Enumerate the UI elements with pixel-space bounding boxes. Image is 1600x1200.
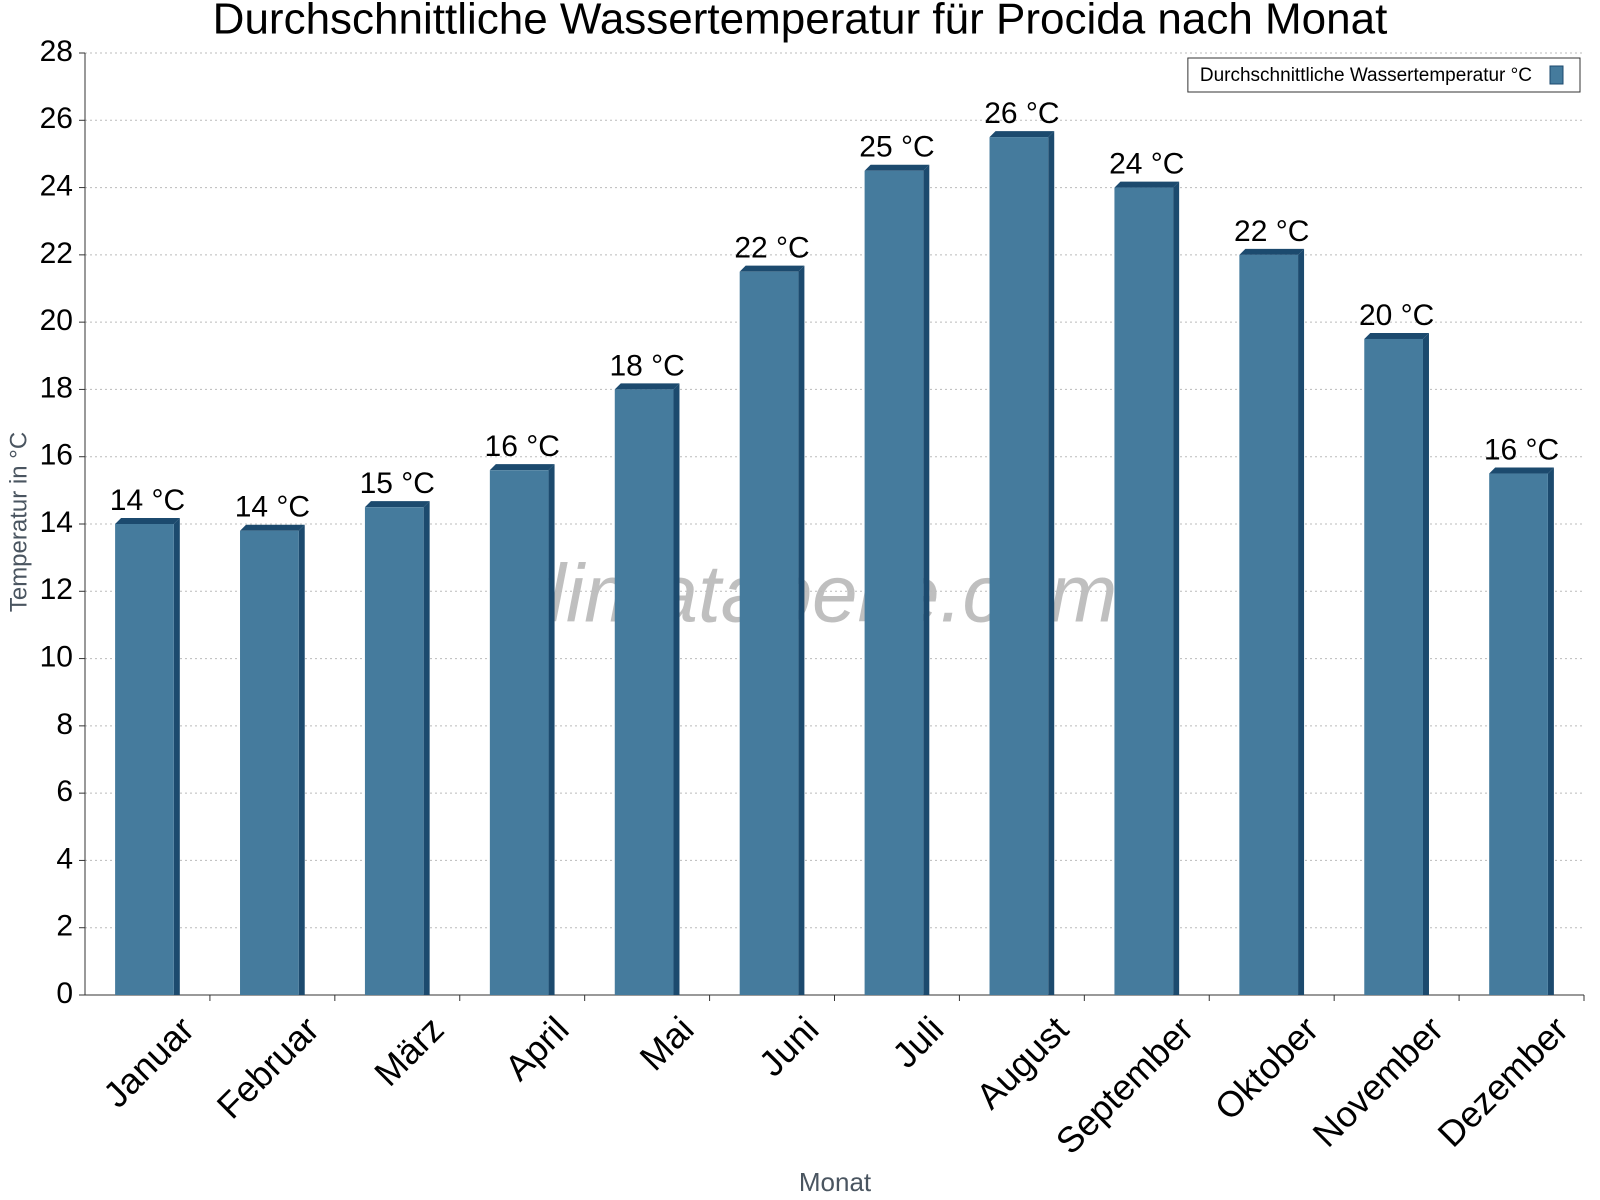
chart-title: Durchschnittliche Wassertemperatur für P…	[213, 0, 1388, 44]
bar-side	[298, 524, 305, 995]
bar-side	[548, 464, 555, 996]
bar-side	[1422, 332, 1429, 995]
bar-side	[798, 265, 805, 995]
bar-group	[614, 383, 680, 995]
bar-group	[1114, 181, 1180, 996]
y-tick-label: 6	[56, 775, 73, 808]
bar-top	[1364, 332, 1429, 339]
bar-side	[1048, 131, 1055, 995]
y-tick-label: 16	[40, 439, 73, 472]
bar	[364, 507, 424, 995]
legend: Durchschnittliche Wassertemperatur °C	[1187, 57, 1581, 93]
bar-group	[1364, 332, 1429, 995]
bar-top	[864, 164, 930, 171]
value-label: 14 °C	[235, 491, 310, 524]
bar-group	[364, 501, 430, 995]
bar-group	[989, 131, 1055, 995]
y-tick-label: 28	[40, 35, 73, 68]
y-tick-label: 26	[40, 102, 73, 135]
bar	[1114, 187, 1174, 996]
bar	[1364, 338, 1423, 995]
bar-side	[1173, 181, 1180, 996]
value-label: 18 °C	[609, 349, 684, 382]
value-label: 20 °C	[1359, 299, 1434, 332]
y-tick-label: 20	[40, 304, 73, 337]
x-axis-label: Monat	[799, 1167, 872, 1197]
y-tick-label: 18	[40, 371, 73, 404]
bar-side	[1547, 467, 1554, 995]
bar	[1489, 473, 1548, 995]
y-tick-label: 4	[56, 842, 73, 875]
bar	[115, 524, 174, 995]
bar-top	[489, 464, 555, 471]
y-tick-label: 10	[40, 640, 73, 673]
bar-group	[115, 518, 180, 995]
bar-side	[1298, 248, 1305, 995]
value-label: 14 °C	[110, 484, 185, 517]
value-label: 16 °C	[485, 430, 560, 463]
y-tick-label: 14	[40, 506, 73, 539]
bar-top	[989, 131, 1055, 138]
bar	[240, 530, 299, 995]
y-axis-label: Temperatur in °C	[5, 432, 32, 612]
value-label: 22 °C	[734, 232, 809, 265]
bar-side	[923, 164, 930, 995]
bar-side	[173, 518, 180, 995]
bar-group	[739, 265, 805, 995]
value-label: 26 °C	[984, 97, 1059, 130]
bar-group	[1489, 467, 1554, 995]
value-label: 22 °C	[1234, 215, 1309, 248]
legend-label: Durchschnittliche Wassertemperatur °C	[1200, 65, 1532, 86]
bar	[864, 170, 924, 995]
value-label: 16 °C	[1484, 433, 1559, 466]
y-tick-label: 8	[56, 708, 73, 741]
y-tick-label: 2	[56, 910, 73, 943]
bar-top	[1114, 181, 1180, 188]
bar	[614, 389, 674, 995]
bar-top	[614, 383, 680, 390]
legend-swatch	[1549, 65, 1564, 85]
bar-top	[1489, 467, 1554, 474]
y-tick-label: 12	[40, 573, 73, 606]
bar-side	[673, 383, 680, 995]
bar-top	[1239, 248, 1305, 255]
bar-top	[115, 518, 180, 524]
bar	[739, 271, 799, 995]
bar-group	[1239, 248, 1305, 995]
bar-group	[489, 464, 555, 996]
bar-top	[739, 265, 805, 272]
bar	[489, 470, 549, 996]
bar	[989, 137, 1049, 995]
y-tick-label: 24	[40, 169, 73, 202]
value-label: 24 °C	[1109, 147, 1184, 180]
value-label: 25 °C	[859, 131, 934, 164]
y-tick-label: 0	[56, 977, 73, 1010]
value-label: 15 °C	[360, 467, 435, 500]
bar-side	[423, 501, 430, 995]
bar-top	[240, 524, 305, 531]
bar	[1239, 254, 1299, 995]
y-tick-label: 22	[40, 237, 73, 270]
legend-box	[1187, 57, 1581, 93]
bar-group	[864, 164, 930, 995]
bar-group	[240, 524, 305, 995]
bar-top	[364, 501, 430, 508]
